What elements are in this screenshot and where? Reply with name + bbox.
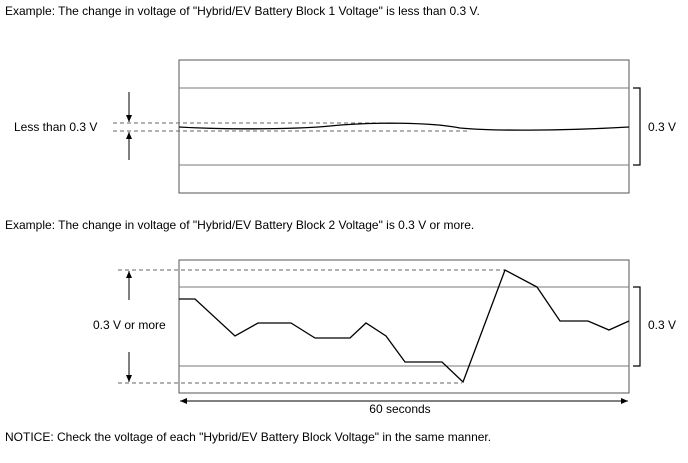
time-label: 60 seconds bbox=[369, 402, 430, 416]
voltage-curve bbox=[179, 269, 630, 384]
bracket bbox=[633, 286, 641, 367]
right-label: 0.3 V bbox=[648, 120, 676, 134]
frame bbox=[178, 59, 630, 194]
graph-2: 0.3 V or more 0.3 V 60 seconds bbox=[93, 259, 676, 416]
caption: Example: The change in voltage of "Hybri… bbox=[5, 4, 480, 18]
frame bbox=[178, 259, 630, 394]
right-label: 0.3 V bbox=[648, 318, 676, 332]
bracket bbox=[633, 87, 641, 166]
left-label: Less than 0.3 V bbox=[14, 120, 97, 134]
graph-1: Less than 0.3 V 0.3 V bbox=[14, 59, 676, 194]
caption: Example: The change in voltage of "Hybri… bbox=[5, 218, 474, 232]
notice: NOTICE: Check the voltage of each "Hybri… bbox=[5, 430, 491, 444]
left-label: 0.3 V or more bbox=[93, 318, 166, 332]
voltage-curve bbox=[178, 122, 630, 131]
